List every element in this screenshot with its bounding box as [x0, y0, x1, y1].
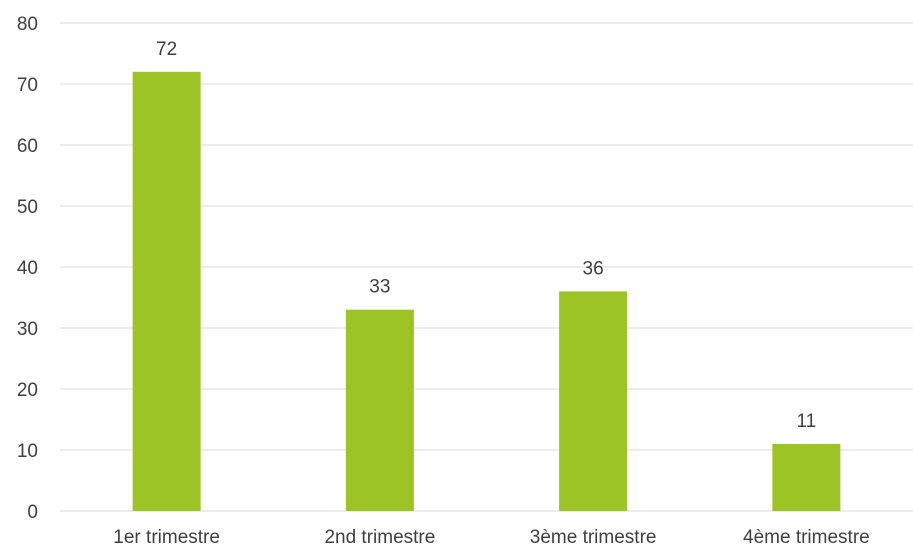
data-label-2: 33: [369, 277, 390, 298]
y-tick-label-10: 10: [17, 441, 38, 462]
bar-4: [772, 443, 841, 511]
x-tick-label-2: 2nd trimestre: [324, 527, 435, 548]
gridlines: [60, 22, 913, 512]
y-tick-label-50: 50: [17, 197, 38, 218]
y-tick-label-60: 60: [17, 136, 38, 157]
y-tick-label-30: 30: [17, 319, 38, 340]
y-tick-label-40: 40: [17, 258, 38, 279]
y-axis-tick-labels: 0 10 20 30 40 50 60 70 80: [17, 14, 38, 523]
y-tick-label-70: 70: [17, 75, 38, 96]
bar-2: [345, 309, 414, 511]
y-tick-label-80: 80: [17, 14, 38, 35]
data-labels: 72 33 36 11: [156, 39, 816, 432]
data-label-4: 11: [797, 411, 817, 432]
data-label-3: 36: [583, 258, 604, 279]
x-axis-tick-labels: 1er trimestre 2nd trimestre 3ème trimestre…: [113, 527, 869, 548]
x-tick-label-4: 4ème trimestre: [743, 527, 870, 548]
bar-3: [559, 291, 628, 511]
x-tick-label-1: 1er trimestre: [113, 527, 220, 548]
y-tick-label-20: 20: [17, 380, 38, 401]
x-tick-label-3: 3ème trimestre: [530, 527, 657, 548]
bars: [132, 71, 841, 512]
data-label-1: 72: [156, 39, 177, 60]
bar-1: [132, 71, 201, 512]
y-tick-label-0: 0: [27, 502, 38, 523]
